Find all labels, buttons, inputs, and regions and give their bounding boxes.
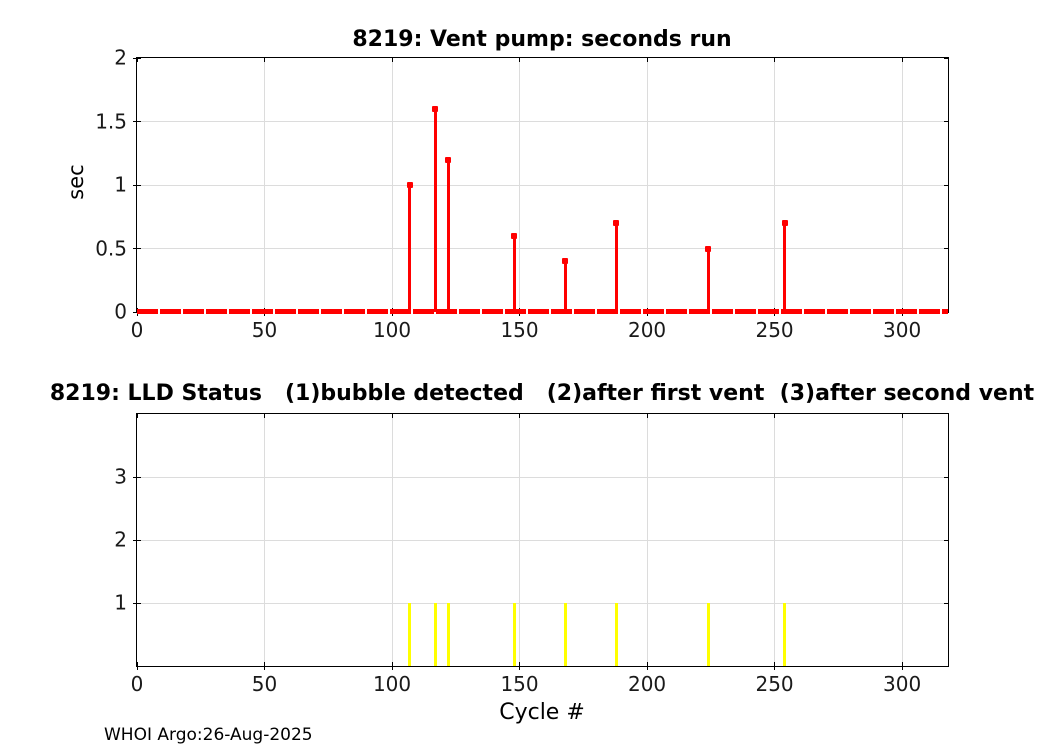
y-tick-mirror	[944, 121, 948, 122]
x-tick-label: 200	[627, 318, 667, 342]
y-gridline	[137, 121, 948, 122]
y-tick	[133, 121, 141, 122]
x-tick	[136, 662, 138, 670]
x-tick-label: 150	[500, 672, 539, 696]
y-gridline	[137, 539, 948, 541]
x-tick	[646, 662, 648, 670]
stem-line	[783, 223, 787, 312]
status-bar	[614, 603, 618, 666]
x-tick-mirror	[901, 58, 903, 62]
y-tick-label: 1.5	[95, 109, 127, 134]
stem-line	[408, 185, 412, 312]
status-bar	[446, 603, 450, 666]
y-gridline	[137, 248, 948, 249]
status-bar	[563, 603, 567, 666]
x-tick-label: 250	[755, 318, 794, 342]
watermark-text: WHOI Argo:26-Aug-2025	[104, 725, 313, 745]
y-tick-mirror	[944, 476, 948, 478]
stem-line	[512, 235, 516, 312]
y-tick-mirror	[944, 57, 948, 59]
stem-marker	[445, 156, 452, 163]
stem-marker	[613, 220, 620, 227]
x-tick-label: 100	[372, 672, 412, 696]
y-tick	[133, 184, 141, 186]
x-tick	[391, 662, 393, 670]
x-tick-label: 100	[372, 318, 412, 342]
y-tick	[133, 248, 141, 249]
stem-line	[446, 159, 450, 312]
lld-status-title: 8219: LLD Status (1)bubble detected (2)a…	[49, 381, 1035, 406]
x-tick-label: 250	[755, 672, 794, 696]
zero-baseline	[137, 309, 948, 314]
stem-line	[433, 108, 437, 312]
x-tick-label: 50	[251, 672, 278, 696]
y-tick-label: 1	[114, 172, 127, 197]
x-tick-label: 50	[251, 318, 278, 342]
stem-marker	[562, 258, 569, 265]
vent-pump-ylabel: sec	[64, 164, 88, 200]
y-tick-label: 2	[114, 527, 127, 552]
lld-status-axes: 0 50 100 150 200 250 300 1 2 3	[114, 413, 949, 696]
x-tick-label: 150	[500, 318, 539, 342]
stem-marker	[781, 220, 788, 227]
x-tick	[774, 662, 776, 670]
x-tick-mirror	[646, 414, 648, 418]
cycle-axis-label: Cycle #	[499, 700, 585, 725]
x-tick-label: 0	[130, 318, 144, 342]
stem-line	[706, 248, 710, 312]
stem-line	[563, 261, 567, 312]
y-tick-mirror	[944, 248, 948, 249]
stem-marker	[406, 182, 413, 188]
y-gridline	[137, 184, 948, 186]
y-tick-mirror	[944, 184, 948, 186]
status-bar	[783, 603, 787, 666]
x-tick-mirror	[519, 414, 521, 418]
stem-marker	[511, 232, 518, 239]
status-bar	[512, 603, 516, 666]
x-tick-label: 200	[627, 672, 667, 696]
y-tick-mirror	[944, 539, 948, 541]
y-tick	[133, 57, 141, 59]
y-tick-label: 1	[114, 590, 127, 615]
stem-marker	[705, 245, 712, 252]
x-tick-mirror	[519, 58, 521, 62]
x-tick	[519, 662, 521, 670]
vent-pump-axes: 0 50 100 150 200 250 300 0 0.5 1 1.5 2	[95, 46, 949, 342]
status-bar	[706, 603, 710, 666]
x-tick-mirror	[391, 58, 393, 62]
x-tick-mirror	[391, 414, 393, 418]
x-tick	[264, 662, 266, 670]
y-tick	[133, 539, 141, 541]
status-bar	[408, 603, 412, 666]
x-tick-label: 300	[883, 672, 922, 696]
y-gridline	[137, 602, 948, 604]
y-tick-mirror	[944, 602, 948, 604]
y-tick	[133, 602, 141, 604]
x-tick-mirror	[136, 414, 138, 418]
y-tick-label: 0	[114, 299, 127, 324]
x-tick-mirror	[264, 414, 266, 418]
x-tick-mirror	[264, 58, 266, 62]
y-gridline	[137, 476, 948, 478]
status-bar	[433, 603, 437, 666]
y-tick-label: 0.5	[95, 236, 127, 261]
vent-pump-title: 8219: Vent pump: seconds run	[352, 27, 732, 52]
x-tick-mirror	[136, 58, 138, 62]
x-tick-mirror	[774, 58, 776, 62]
x-tick-mirror	[774, 414, 776, 418]
x-tick-label: 0	[130, 672, 144, 696]
y-tick-label: 3	[114, 464, 127, 489]
y-tick-label: 2	[114, 45, 127, 70]
x-tick-label: 300	[883, 318, 922, 342]
x-tick	[901, 662, 903, 670]
stem-marker	[432, 105, 439, 112]
x-tick-mirror	[901, 414, 903, 418]
x-tick-mirror	[646, 58, 648, 62]
y-tick	[133, 476, 141, 478]
stem-line	[614, 223, 618, 312]
